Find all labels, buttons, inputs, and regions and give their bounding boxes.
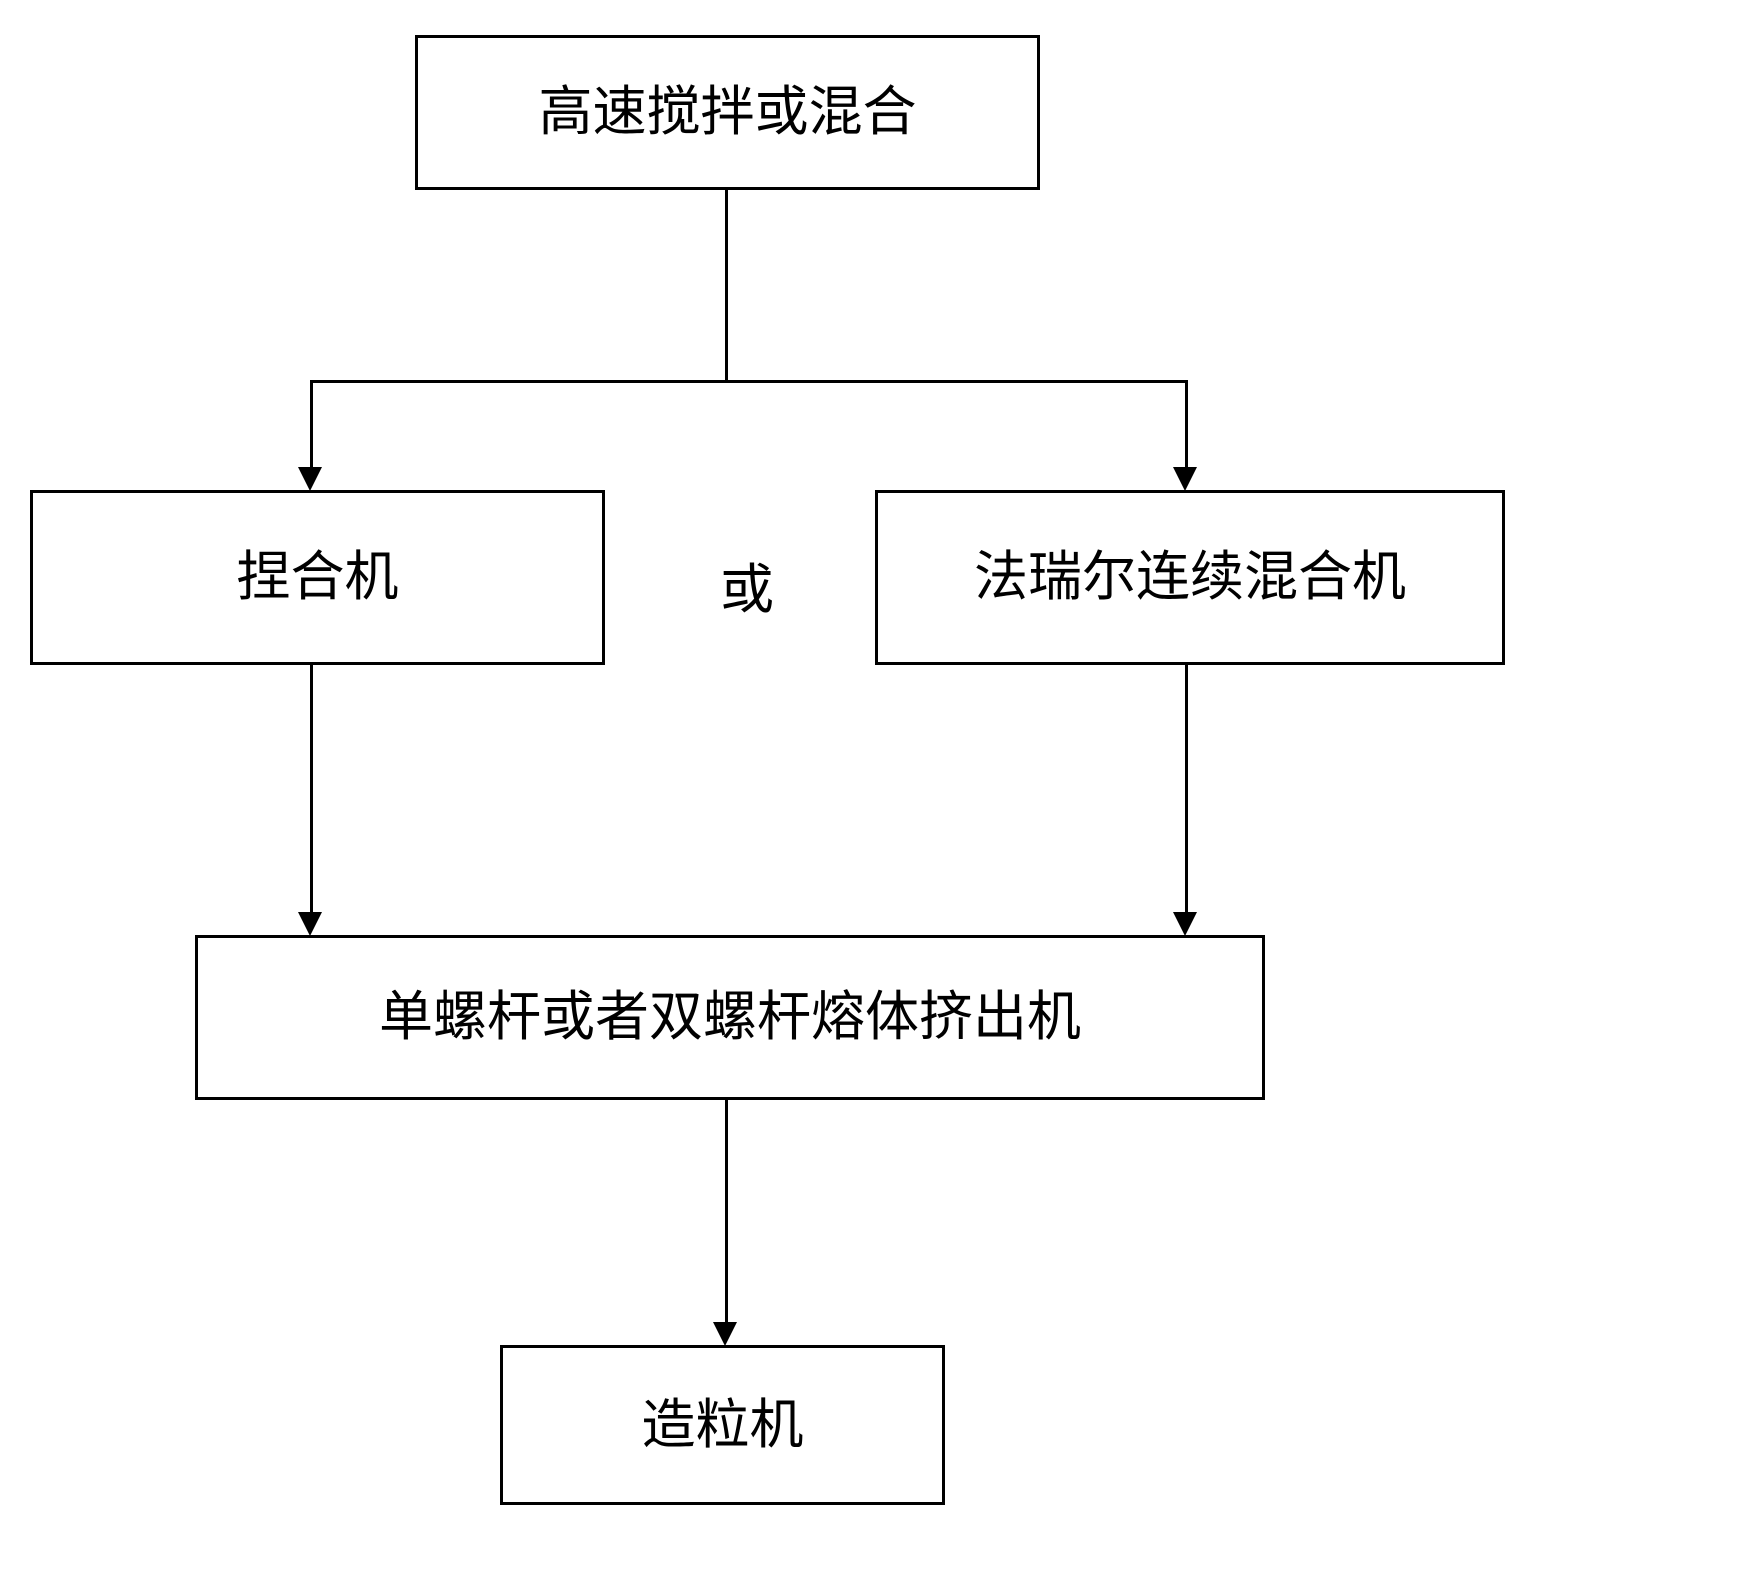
node-mixing: 高速搅拌或混合	[415, 35, 1040, 190]
node-pelletizer: 造粒机	[500, 1345, 945, 1505]
edge-kneader-extruder	[310, 665, 313, 915]
node-farrel-label: 法瑞尔连续混合机	[966, 537, 1414, 618]
edge-extruder-pelletizer	[725, 1100, 728, 1325]
edge-farrel-extruder	[1185, 665, 1188, 915]
arrowhead-extruder-right	[1173, 912, 1197, 936]
node-mixing-label: 高速搅拌或混合	[531, 72, 925, 153]
node-kneader: 捏合机	[30, 490, 605, 665]
edge-branch-kneader	[310, 380, 313, 470]
edge-branch-farrel	[1185, 380, 1188, 470]
node-farrel: 法瑞尔连续混合机	[875, 490, 1505, 665]
connector-or-label: 或	[720, 545, 774, 624]
node-extruder: 单螺杆或者双螺杆熔体挤出机	[195, 935, 1265, 1100]
node-extruder-label: 单螺杆或者双螺杆熔体挤出机	[371, 977, 1089, 1058]
arrowhead-farrel	[1173, 467, 1197, 491]
edge-branch-horizontal	[310, 380, 1187, 383]
process-flowchart: 高速搅拌或混合 捏合机 法瑞尔连续混合机 单螺杆或者双螺杆熔体挤出机 造粒机 或	[0, 0, 1743, 1571]
edge-mixing-branch	[725, 190, 728, 380]
arrowhead-kneader	[298, 467, 322, 491]
node-pelletizer-label: 造粒机	[634, 1385, 812, 1466]
arrowhead-pelletizer	[713, 1322, 737, 1346]
arrowhead-extruder-left	[298, 912, 322, 936]
node-kneader-label: 捏合机	[229, 537, 407, 618]
